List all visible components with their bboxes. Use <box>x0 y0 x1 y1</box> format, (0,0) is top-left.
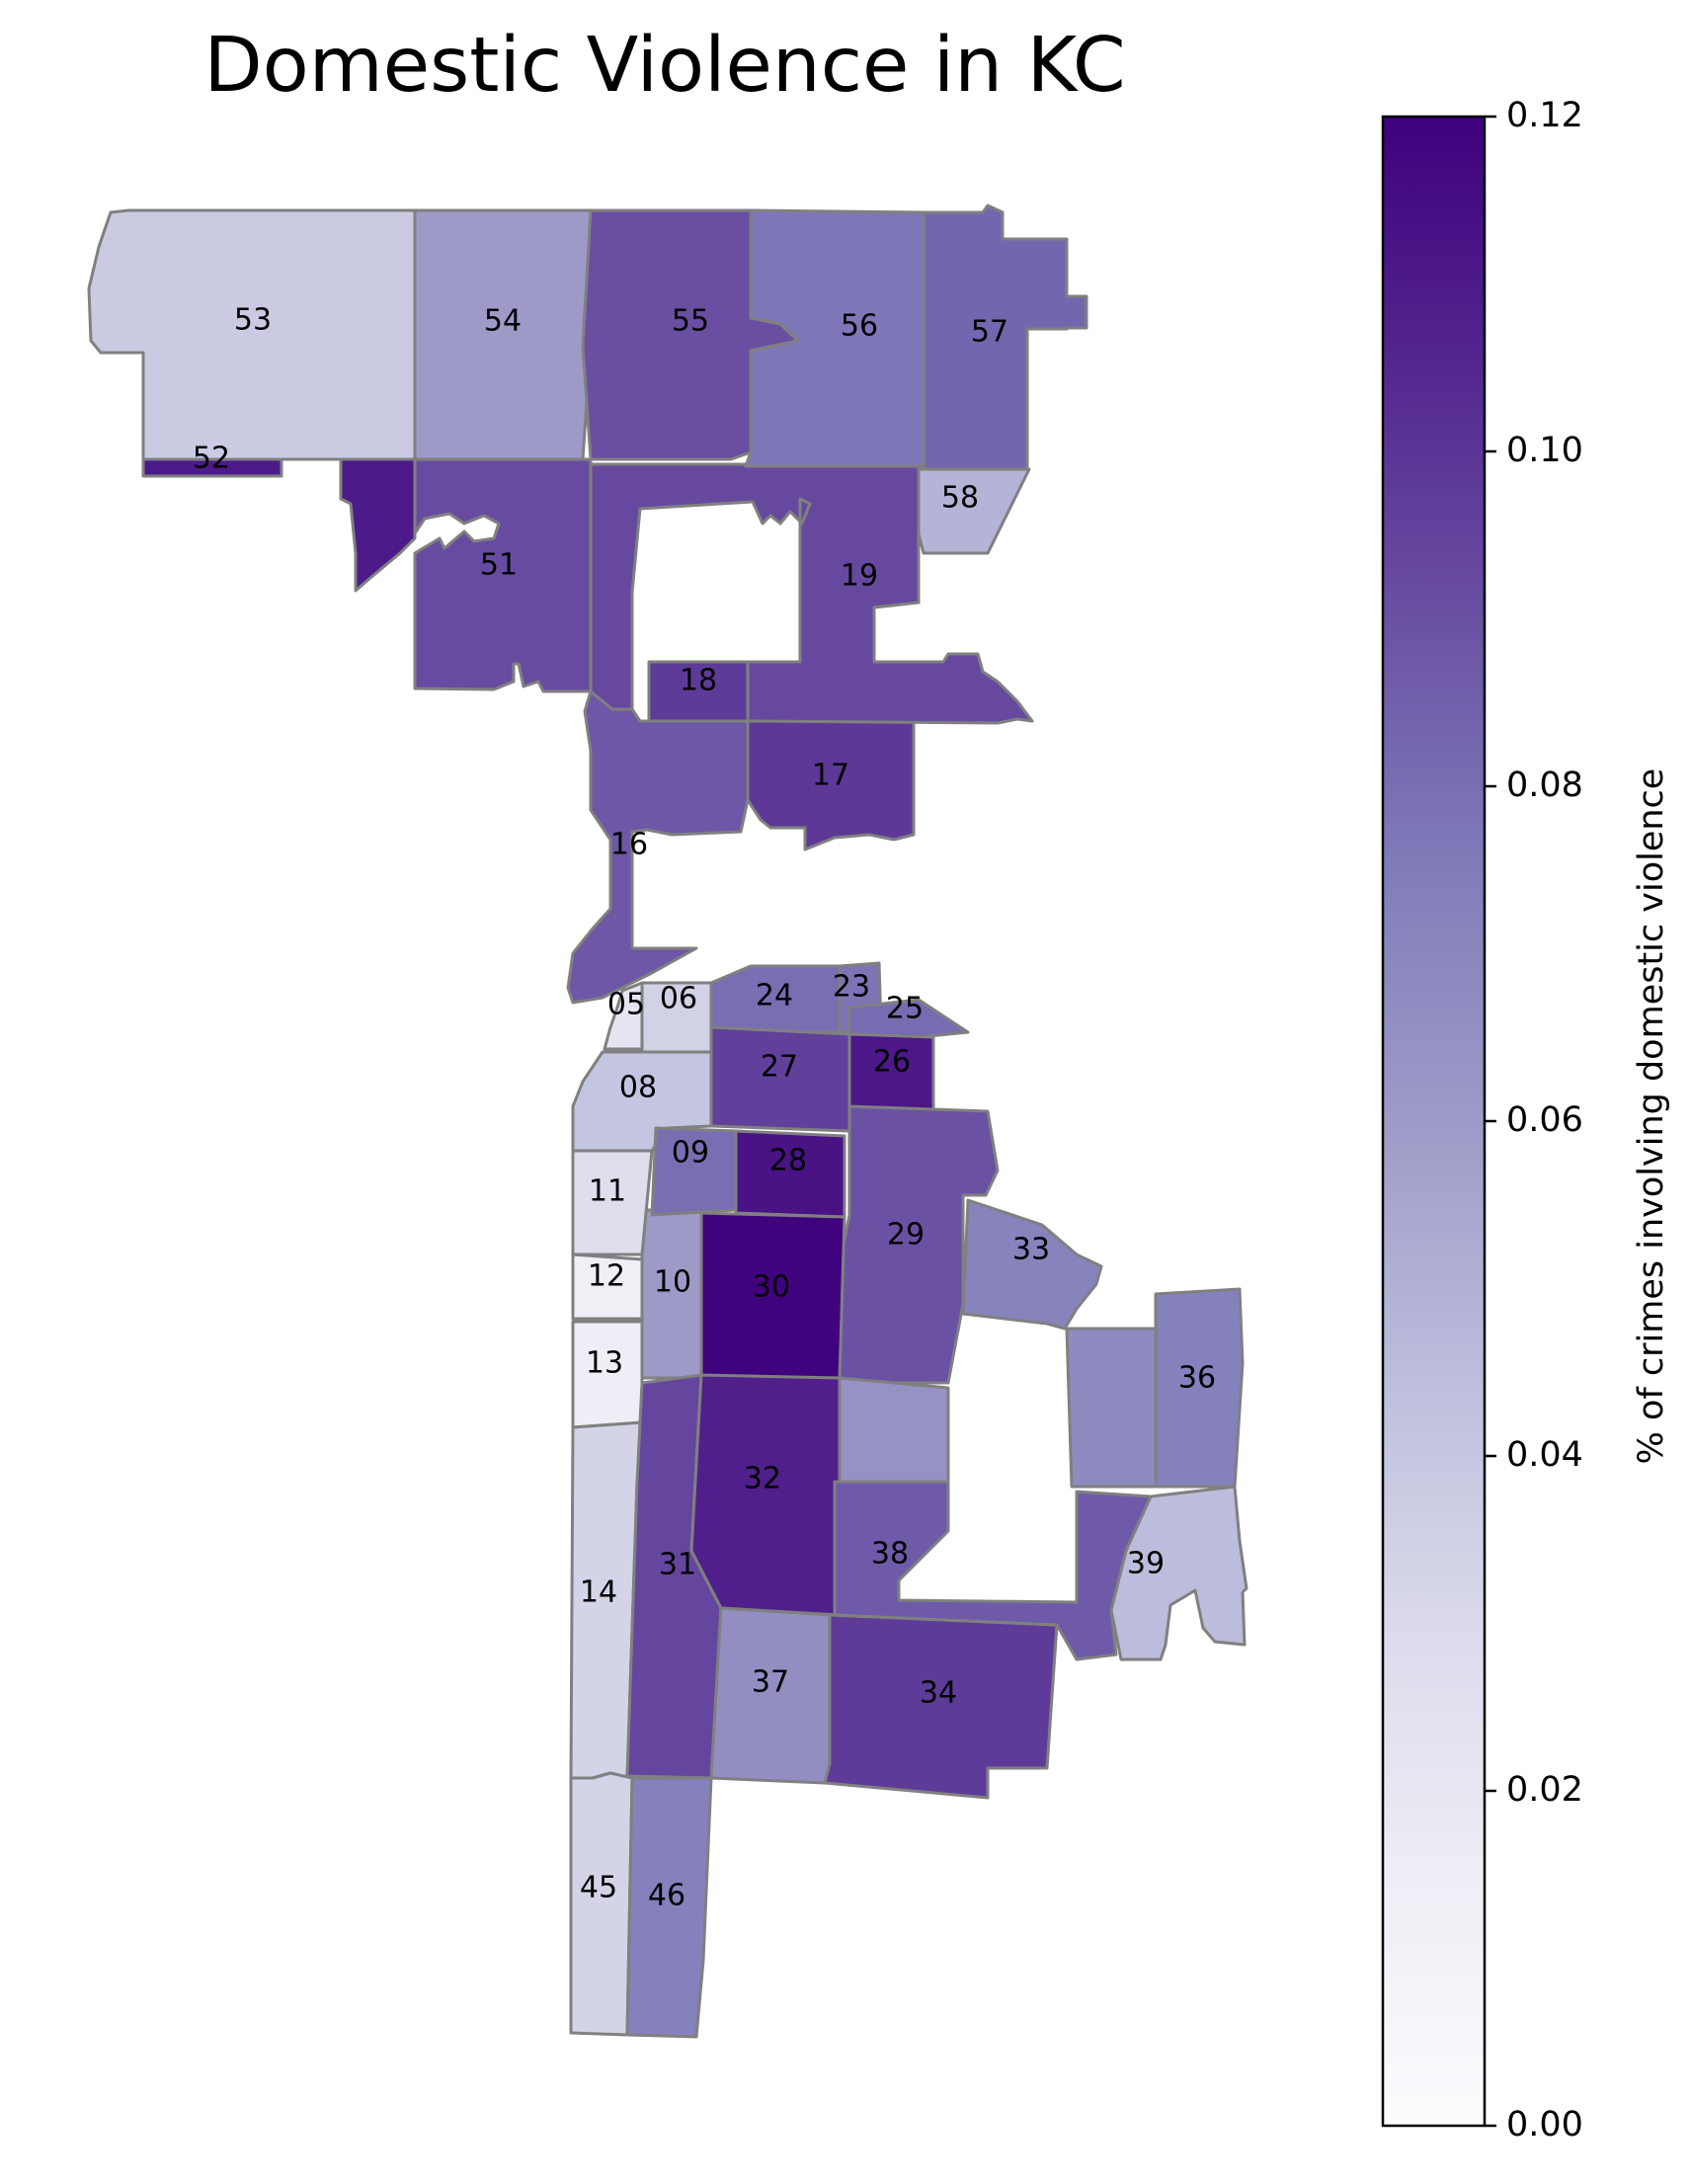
district-label-37: 37 <box>752 1665 789 1700</box>
district-16 <box>566 689 750 1005</box>
district-29b <box>838 1376 950 1484</box>
district-label-13: 13 <box>586 1346 623 1381</box>
district-label-17: 17 <box>812 759 849 793</box>
district-label-24: 24 <box>756 979 793 1013</box>
chart-title: Domestic Violence in KC <box>203 22 1125 110</box>
colorbar-label: % of crimes involving domestic violence <box>1632 768 1671 1465</box>
district-label-58: 58 <box>941 481 979 516</box>
district-label-14: 14 <box>580 1576 617 1610</box>
district-label-36: 36 <box>1178 1361 1216 1396</box>
district-label-52: 52 <box>193 442 230 476</box>
district-label-08: 08 <box>619 1071 657 1105</box>
district-label-30: 30 <box>753 1270 790 1305</box>
district-label-34: 34 <box>920 1676 957 1711</box>
district-36a <box>1065 1327 1158 1489</box>
district-label-54: 54 <box>484 304 522 339</box>
district-25 <box>847 998 970 1039</box>
district-51 <box>413 457 593 693</box>
district-label-33: 33 <box>1012 1233 1050 1267</box>
district-label-55: 55 <box>672 304 709 339</box>
district-39 <box>1109 1485 1248 1661</box>
district-19 <box>589 450 1034 725</box>
district-52b <box>339 457 417 593</box>
district-57 <box>922 203 1088 471</box>
district-label-09: 09 <box>672 1136 709 1171</box>
colorbar-tick-label: 0.10 <box>1506 431 1583 470</box>
district-label-29: 29 <box>887 1218 925 1253</box>
district-46 <box>625 1776 713 2039</box>
colorbar-gradient <box>1381 115 1487 2128</box>
district-label-23: 23 <box>833 970 870 1005</box>
colorbar: 0.00 0.02 0.04 0.06 0.08 0.10 0.12 % of crimes… <box>1381 96 1671 2144</box>
district-label-38: 38 <box>871 1537 909 1572</box>
district-label-11: 11 <box>589 1174 626 1209</box>
district-label-16: 16 <box>610 828 648 862</box>
district-label-12: 12 <box>588 1259 625 1294</box>
district-label-39: 39 <box>1127 1547 1165 1581</box>
district-label-32: 32 <box>744 1462 781 1496</box>
district-label-05: 05 <box>607 988 645 1022</box>
district-17 <box>746 719 916 851</box>
colorbar-tick-label: 0.00 <box>1506 2105 1583 2144</box>
colorbar-tick-label: 0.06 <box>1506 1100 1583 1140</box>
district-33 <box>961 1198 1103 1331</box>
colorbar-tick-label: 0.04 <box>1506 1435 1583 1475</box>
district-label-46: 46 <box>648 1879 685 1913</box>
district-label-10: 10 <box>654 1265 691 1300</box>
district-09 <box>650 1126 738 1217</box>
district-label-31: 31 <box>659 1548 696 1582</box>
district-label-51: 51 <box>480 548 518 583</box>
colorbar-ticks: 0.00 0.02 0.04 0.06 0.08 0.10 0.12 <box>1485 96 1583 2144</box>
district-label-18: 18 <box>680 664 717 698</box>
district-label-layer: 53 54 55 56 57 52 58 51 19 18 17 16 05 06 24 23 25 27 26 08… <box>193 303 1216 1913</box>
district-12 <box>571 1253 644 1321</box>
district-label-19: 19 <box>841 559 878 594</box>
district-08 <box>571 1050 713 1153</box>
district-label-53: 53 <box>234 303 272 338</box>
district-label-45: 45 <box>580 1871 617 1905</box>
colorbar-tick-label: 0.12 <box>1506 96 1583 135</box>
district-label-26: 26 <box>873 1045 911 1080</box>
colorbar-tick-label: 0.08 <box>1506 766 1583 805</box>
district-53 <box>87 208 417 461</box>
district-label-06: 06 <box>660 982 697 1016</box>
district-label-56: 56 <box>841 309 878 344</box>
district-58 <box>917 467 1031 555</box>
district-label-25: 25 <box>886 992 924 1026</box>
district-label-27: 27 <box>761 1050 798 1085</box>
district-label-57: 57 <box>971 315 1008 350</box>
district-37 <box>709 1606 832 1785</box>
district-label-28: 28 <box>769 1144 807 1178</box>
colorbar-tick-label: 0.02 <box>1506 1770 1583 1810</box>
district-layer <box>87 203 1248 2039</box>
